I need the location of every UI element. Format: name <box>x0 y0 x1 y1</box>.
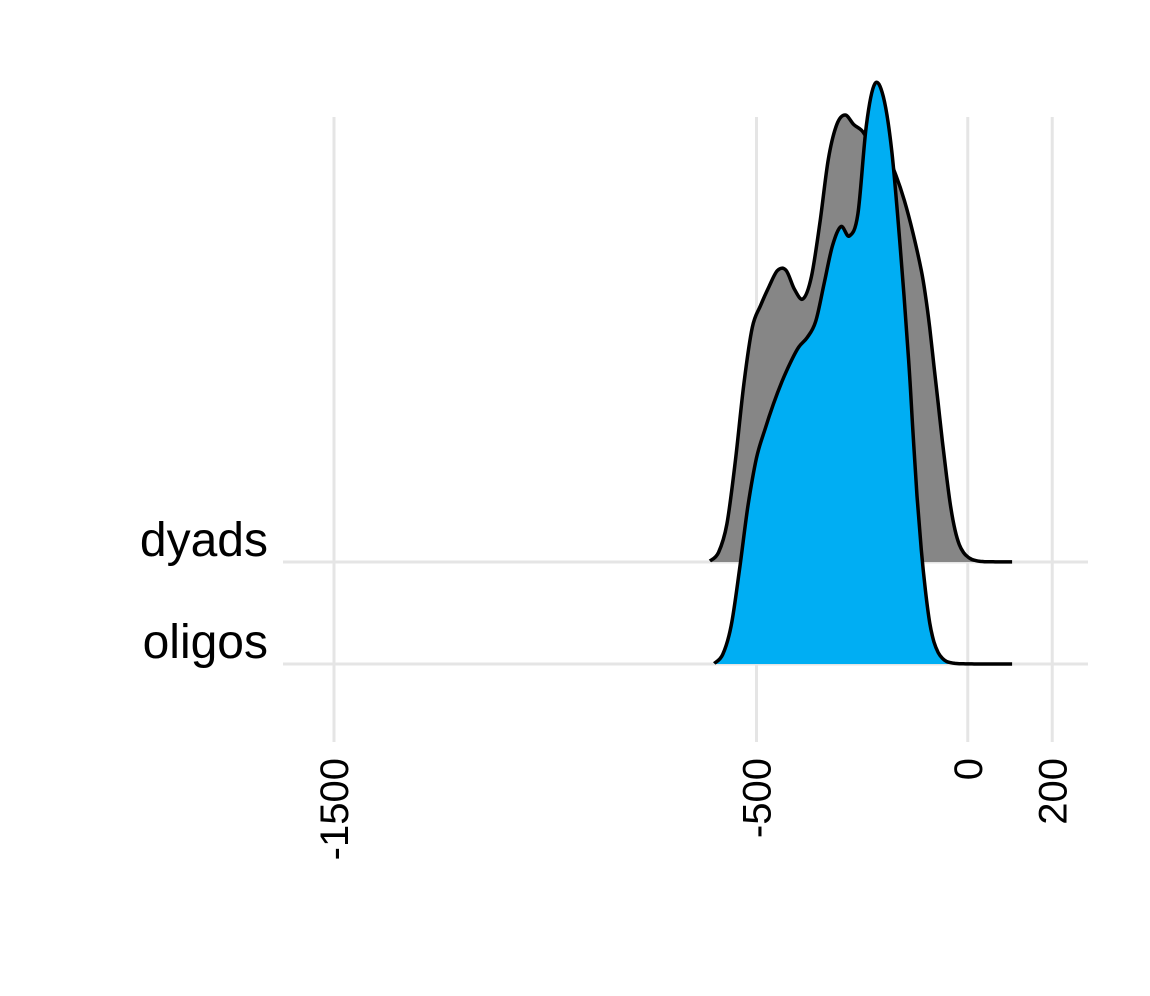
x-tick-label: 200 <box>1031 758 1075 825</box>
oligos-density-area <box>714 82 1013 664</box>
category-label: oligos <box>143 616 268 669</box>
x-tick-label: -1500 <box>313 758 357 860</box>
x-tick-label: -500 <box>736 758 780 838</box>
oligos-density-line <box>713 80 1013 666</box>
x-axis-tick-labels: -1500 -500 0 200 <box>313 758 1075 860</box>
density-ridges <box>708 80 1013 666</box>
category-labels: oligos dyads <box>140 514 268 669</box>
category-label: dyads <box>140 514 268 567</box>
dyads-density-line <box>708 113 1013 564</box>
vertical-gridlines <box>332 117 1054 742</box>
x-tick-label: 0 <box>947 758 991 780</box>
